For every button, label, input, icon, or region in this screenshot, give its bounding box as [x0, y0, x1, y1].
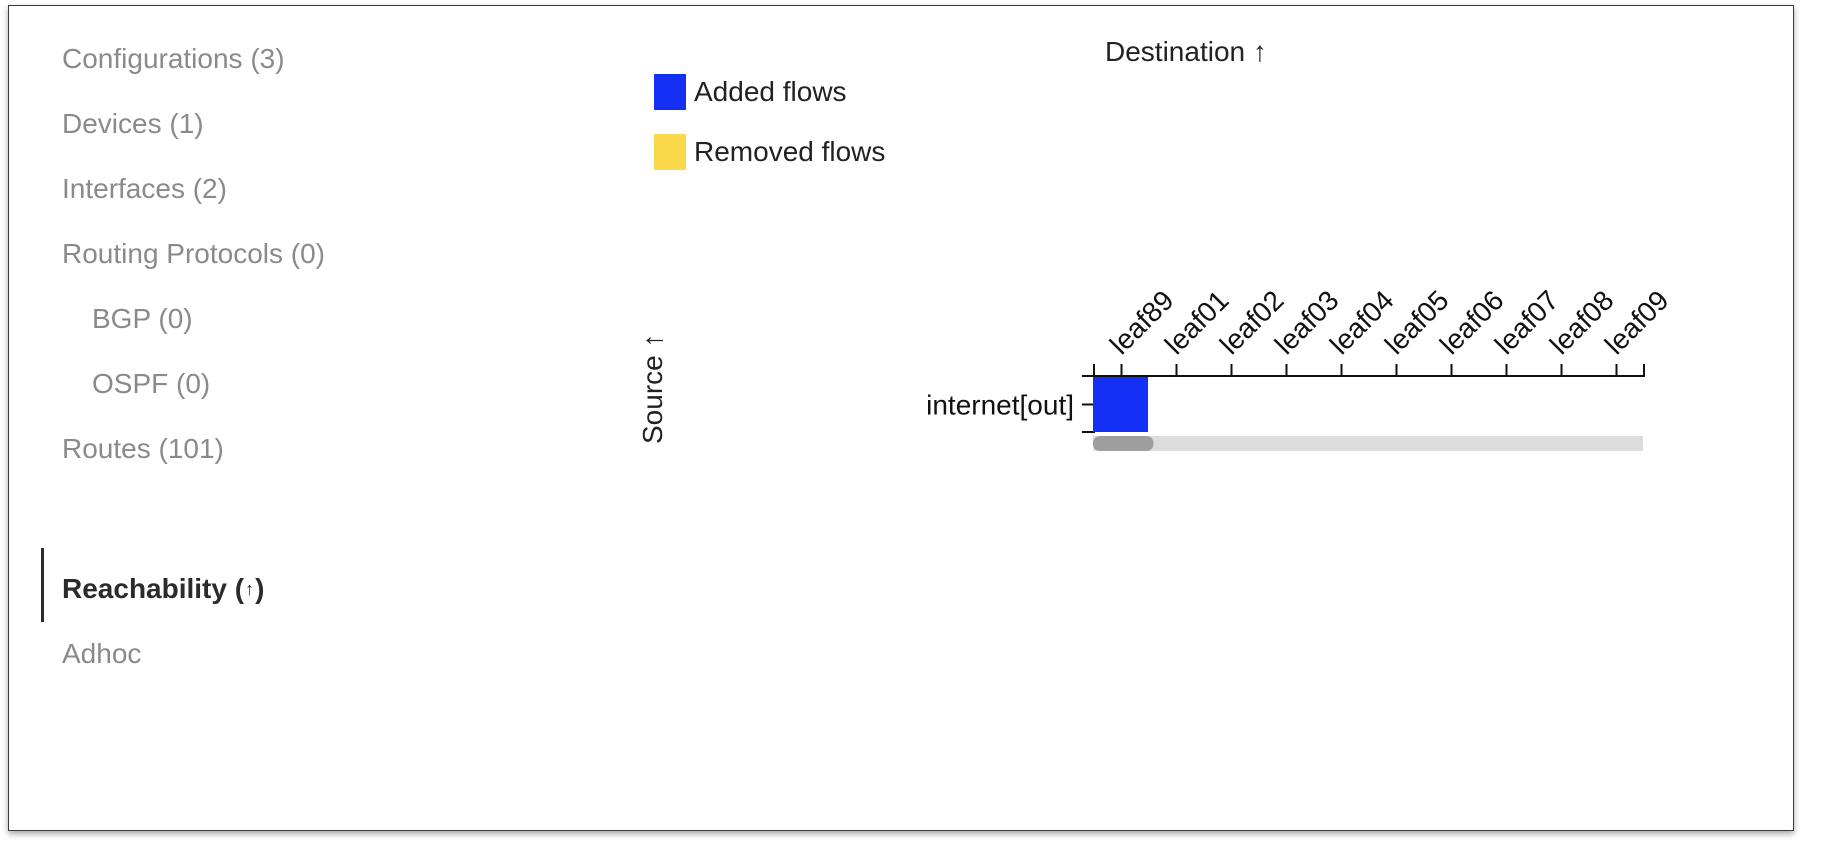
horizontal-scrollbar-thumb[interactable]	[1093, 436, 1154, 451]
sidebar-item-adhoc[interactable]: Adhoc	[62, 638, 142, 669]
sidebar-item-devices[interactable]: Devices (1)	[62, 108, 204, 139]
sidebar-item-configurations[interactable]: Configurations (3)	[62, 43, 285, 74]
row-label: internet[out]	[926, 390, 1074, 421]
destination-label: Destination	[1105, 36, 1246, 67]
legend-item-added: Added flows	[654, 74, 847, 110]
column-label-leaf09: leaf09	[1599, 284, 1675, 360]
up-arrow-icon: ↑	[1252, 36, 1267, 67]
sidebar-item-routing-protocols[interactable]: Routing Protocols (0)	[62, 238, 326, 269]
sidebar-item-label: Reachability (	[62, 573, 245, 604]
horizontal-scrollbar-track[interactable]	[1093, 436, 1643, 451]
sidebar-item-ospf[interactable]: OSPF (0)	[92, 368, 211, 399]
legend-swatch-removed	[654, 134, 686, 170]
legend-swatch-added	[654, 74, 686, 110]
sidebar-item-reachability[interactable]: Reachability (↑)	[62, 571, 264, 607]
destination-sort-header[interactable]: Destination ↑	[1105, 36, 1267, 68]
app-frame: Configurations (3) Devices (1) Interface…	[8, 5, 1794, 831]
legend-label-removed: Removed flows	[694, 136, 886, 167]
sidebar-item-routes[interactable]: Routes (101)	[62, 433, 224, 464]
sidebar-item-interfaces[interactable]: Interfaces (2)	[62, 173, 227, 204]
legend-item-removed: Removed flows	[654, 134, 885, 170]
sidebar-nav: Configurations (3) Devices (1) Interface…	[9, 6, 529, 830]
sidebar-item-label-suffix: )	[255, 573, 265, 604]
legend-label-added: Added flows	[694, 76, 847, 107]
heatmap-cell-added[interactable]	[1093, 377, 1148, 432]
active-indicator	[41, 548, 44, 622]
up-arrow-icon: ↑	[245, 579, 255, 599]
sidebar-item-bgp[interactable]: BGP (0)	[92, 303, 193, 334]
reachability-heatmap: leaf89leaf01leaf02leaf03leaf04leaf05leaf…	[926, 284, 1675, 451]
x-axis-line	[1093, 364, 1645, 377]
